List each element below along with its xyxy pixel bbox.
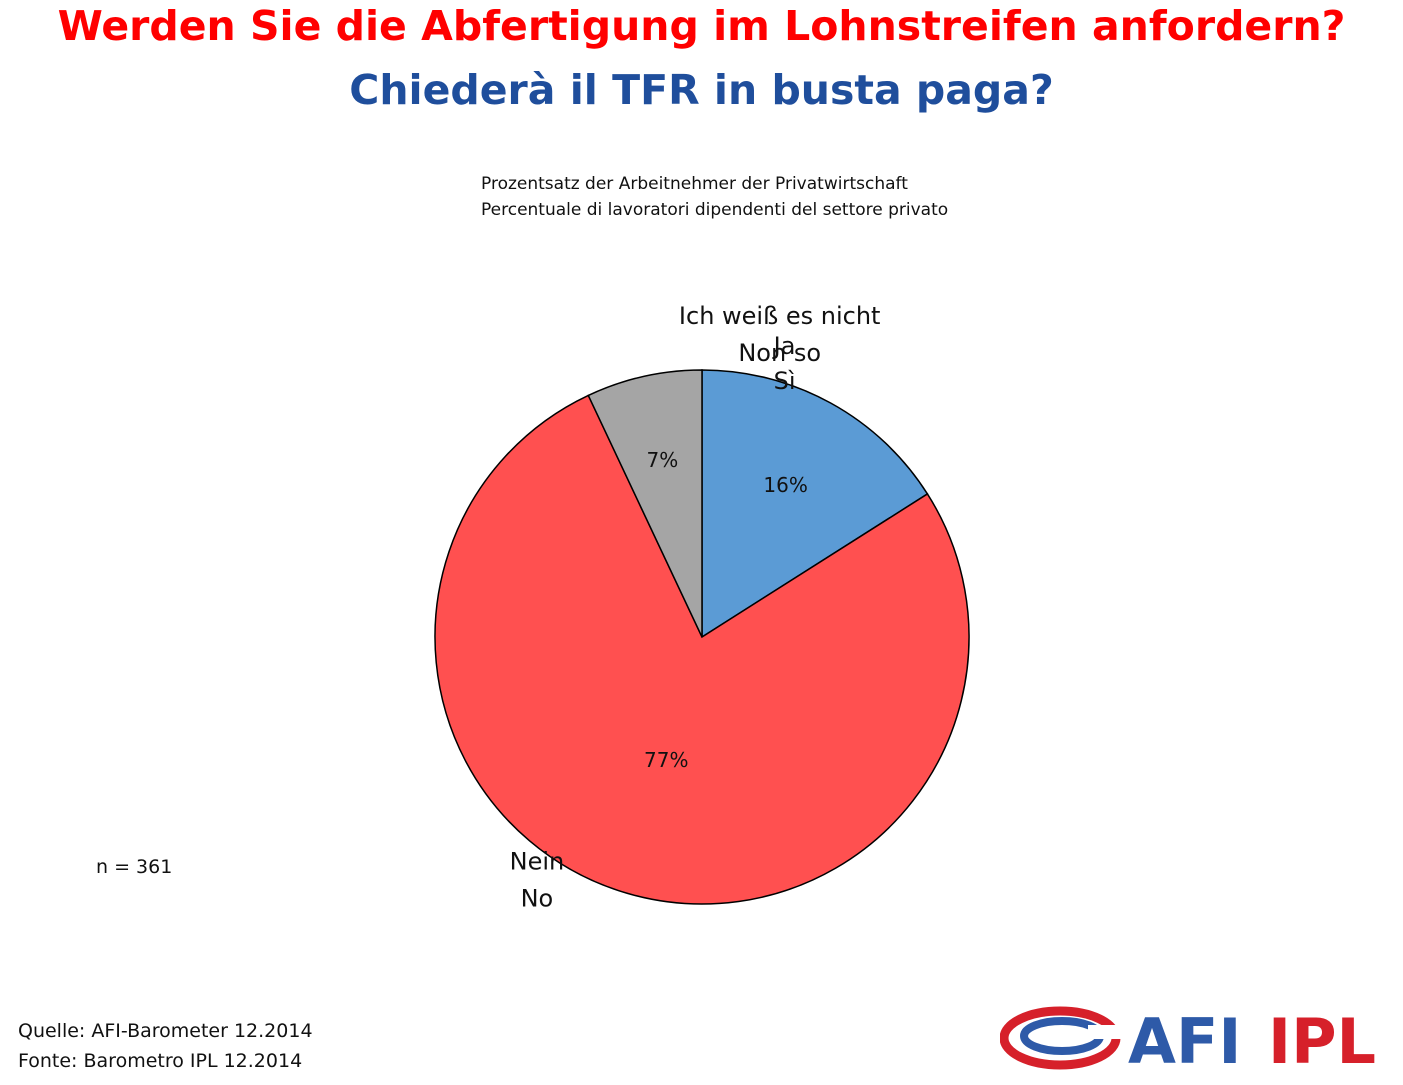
chart-subtitle: Prozentsatz der Arbeitnehmer der Privatw…	[481, 171, 948, 223]
subtitle-line-de: Prozentsatz der Arbeitnehmer der Privatw…	[481, 174, 908, 194]
title-italian: Chiederà il TFR in busta paga?	[349, 66, 1054, 114]
source-de: Quelle: AFI-Barometer 12.2014	[18, 1020, 313, 1042]
title-german: Werden Sie die Abfertigung im Lohnstreif…	[57, 2, 1346, 50]
slice-category-label-1-de: Ja	[772, 332, 796, 360]
logo-afi-text: AFI	[1128, 1005, 1241, 1073]
logo-ipl-text: IPL	[1268, 1005, 1376, 1073]
sample-size: n = 361	[96, 856, 173, 878]
slice-value-label-1: 16%	[763, 473, 807, 497]
slice-category-label-2-it: No	[521, 884, 554, 912]
slice-category-label-3-de: Ich weiß es nicht	[679, 302, 881, 330]
slice-value-label-3: 7%	[647, 448, 679, 472]
slice-category-label-1-it: Sì	[774, 367, 796, 395]
swirl-icon	[1000, 1006, 1122, 1070]
pie-slice-2	[434, 394, 970, 905]
pie-slice-3	[587, 369, 703, 638]
source-footer: Quelle: AFI-Barometer 12.2014 Fonte: Bar…	[18, 1016, 313, 1076]
slice-category-label-2-de: Nein	[510, 847, 565, 875]
pie-slice-1	[701, 369, 929, 639]
source-it: Fonte: Barometro IPL 12.2014	[18, 1050, 303, 1072]
pie-chart: 16% 77% 7% Ja Sì Nein No Ich weiß es nicht Non …	[434, 302, 970, 912]
slice-value-label-2: 77%	[644, 748, 688, 772]
afi-ipl-logo: AFI IPL	[1000, 1005, 1376, 1073]
subtitle-line-it: Percentuale di lavoratori dipendenti del…	[481, 200, 949, 220]
slice-category-label-3-it: Non so	[738, 339, 821, 367]
